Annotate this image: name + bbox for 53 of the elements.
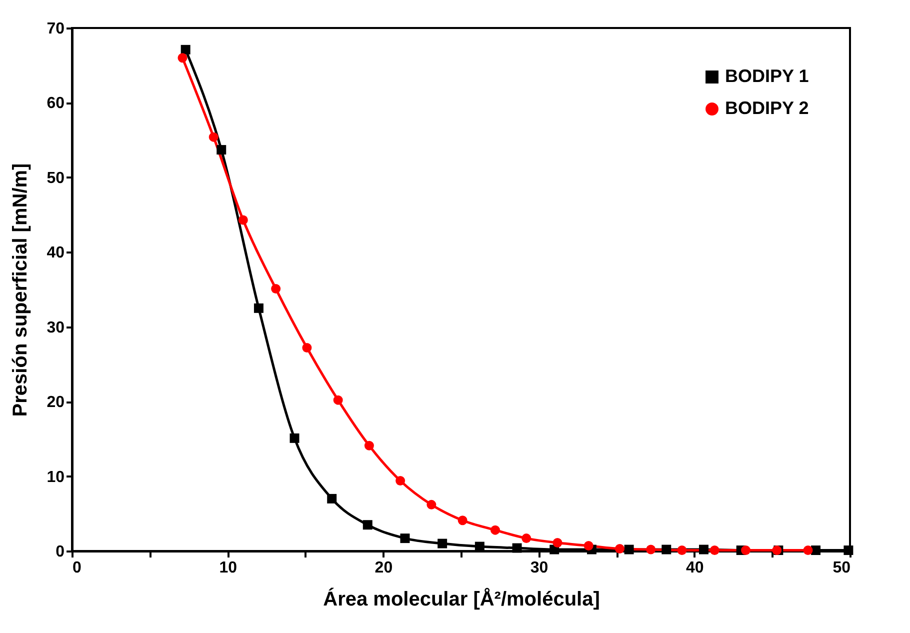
point xyxy=(698,544,708,554)
point xyxy=(552,538,562,548)
point xyxy=(624,544,634,554)
x-tick-label: 40 xyxy=(686,560,704,576)
y-tick-label: 60 xyxy=(46,95,65,112)
point xyxy=(327,494,337,504)
point xyxy=(180,44,190,54)
point xyxy=(333,395,343,405)
x-tick-label: 0 xyxy=(72,560,82,576)
point xyxy=(362,520,372,530)
point xyxy=(400,534,410,544)
x-tick-label: 10 xyxy=(219,560,238,576)
point xyxy=(254,303,264,313)
x-tick-label: 30 xyxy=(530,560,548,576)
point xyxy=(584,541,594,551)
point xyxy=(803,546,813,555)
y-tick-label: 40 xyxy=(46,244,65,262)
point xyxy=(811,546,821,555)
point xyxy=(490,525,500,535)
point xyxy=(216,145,226,155)
point xyxy=(844,546,854,555)
y-tick-label: 30 xyxy=(46,319,65,336)
point xyxy=(271,284,281,294)
legend-label: BODIPY 1 xyxy=(725,66,809,86)
legend-label: BODIPY 2 xyxy=(725,98,809,118)
point xyxy=(522,534,532,544)
x-axis-title: Área molecular [Å²/molécula] xyxy=(323,588,600,610)
y-axis-title: Presión superficial [mN/m] xyxy=(10,163,32,417)
y-tick-label: 70 xyxy=(46,20,65,38)
point xyxy=(426,500,436,510)
point xyxy=(474,542,484,552)
y-tick-label: 50 xyxy=(46,170,65,187)
point xyxy=(438,538,448,548)
point xyxy=(741,546,750,555)
point xyxy=(302,343,312,353)
point xyxy=(208,132,218,142)
x-tick-label: 50 xyxy=(832,560,851,576)
x-tick-label: 20 xyxy=(374,560,393,576)
point xyxy=(677,546,687,555)
y-tick-label: 0 xyxy=(56,544,65,560)
point xyxy=(238,215,248,225)
point xyxy=(646,544,656,554)
y-tick-label: 10 xyxy=(46,468,65,486)
y-tick-label: 20 xyxy=(46,394,65,412)
point xyxy=(364,440,374,450)
point xyxy=(290,433,300,443)
point xyxy=(396,476,406,486)
point xyxy=(662,544,672,554)
point xyxy=(178,53,188,63)
point xyxy=(458,516,468,526)
point xyxy=(614,544,624,554)
point xyxy=(512,543,522,553)
point xyxy=(710,546,720,555)
